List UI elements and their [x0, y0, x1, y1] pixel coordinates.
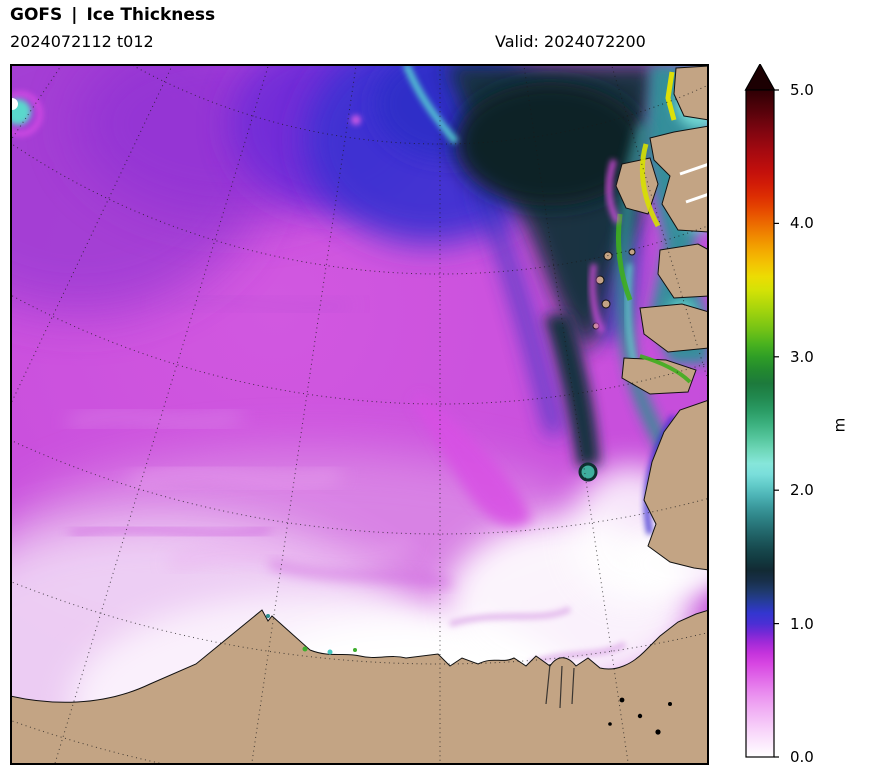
title-separator: | [71, 5, 78, 25]
colorbar-tick-1: 1.0 [790, 615, 814, 633]
colorbar-tick-marks [774, 89, 779, 758]
land-island-a [649, 125, 709, 233]
product-name: Ice Thickness [86, 5, 216, 25]
ice-region-dark [402, 64, 658, 468]
colorbar: 5.0 4.0 3.0 2.0 1.0 0.0 m [744, 64, 869, 766]
colorbar-tick-3: 3.0 [790, 348, 814, 366]
colorbar-extend-arrow [744, 64, 776, 91]
land-banks-island [643, 399, 709, 571]
map-canvas [10, 64, 709, 765]
colorbar-unit-label: m [830, 417, 849, 433]
ice-swirls [10, 91, 627, 667]
colorbar-tick-0: 0.0 [790, 748, 814, 766]
land-island-d [639, 303, 709, 353]
colorbar-tick-2: 2.0 [790, 481, 814, 499]
init-time-label: 2024072112 t012 [10, 32, 154, 51]
land-islet [603, 251, 613, 261]
model-name: GOFS [10, 5, 63, 25]
graticule [10, 64, 709, 765]
land-islet [601, 299, 611, 309]
land-island-e [621, 357, 697, 395]
ice-thickness-map [10, 64, 709, 765]
figure-title: GOFS | Ice Thickness [10, 5, 215, 25]
coastal-thick-ice-fringes [266, 71, 692, 655]
lakes-and-channels [545, 162, 709, 735]
land-islet [595, 275, 605, 285]
land-masses [10, 65, 709, 765]
colorbar-bar [744, 64, 779, 758]
valid-time-label: Valid: 2024072200 [495, 32, 646, 51]
land-island-corner [673, 65, 709, 121]
colorbar-gradient [745, 89, 775, 758]
land-island-c [657, 243, 709, 299]
map-border [10, 64, 709, 765]
colorbar-tick-5: 5.0 [790, 81, 814, 99]
land-mainland-south [10, 609, 709, 765]
colorbar-tick-4: 4.0 [790, 214, 814, 232]
